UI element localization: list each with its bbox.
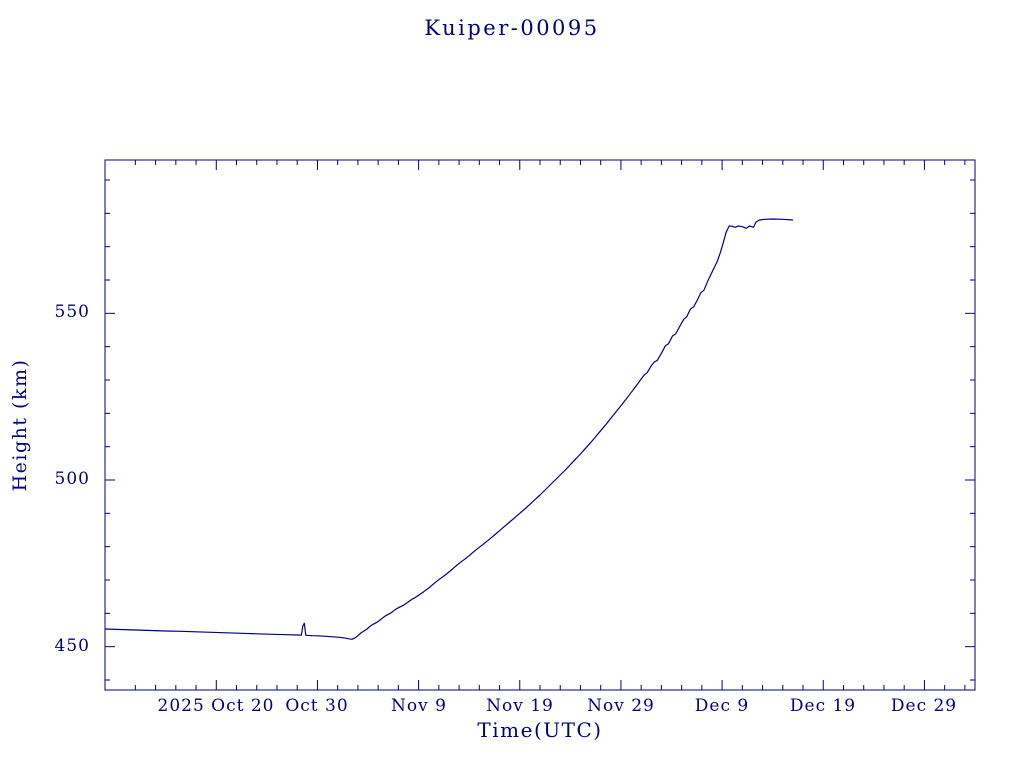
x-axis-label: Time(UTC) bbox=[477, 718, 603, 742]
y-tick-label: 450 bbox=[54, 636, 90, 656]
x-tick-label: Dec 9 bbox=[694, 696, 750, 716]
x-tick-label: 2025 Oct 20 bbox=[157, 696, 275, 716]
axis-ticks bbox=[105, 160, 975, 690]
y-tick-label: 500 bbox=[54, 469, 90, 489]
x-tick-label: Dec 29 bbox=[890, 696, 958, 716]
height-series-line bbox=[104, 218, 793, 640]
x-tick-label: Nov 29 bbox=[587, 696, 655, 716]
chart-title: Kuiper-00095 bbox=[424, 16, 600, 40]
x-tick-label: Oct 30 bbox=[285, 696, 349, 716]
x-tick-label: Nov 19 bbox=[486, 696, 554, 716]
x-tick-label: Dec 19 bbox=[789, 696, 857, 716]
plot-frame bbox=[104, 159, 976, 691]
x-tick-label: Nov 9 bbox=[391, 696, 447, 716]
y-tick-label: 550 bbox=[54, 302, 90, 322]
